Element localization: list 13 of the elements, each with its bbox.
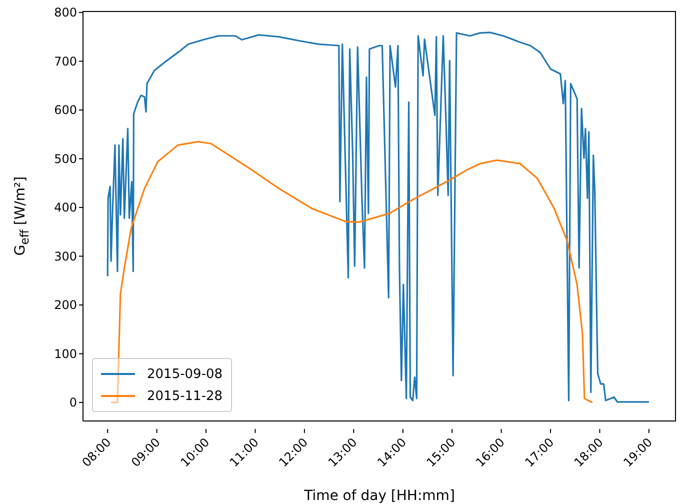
legend-label: 2015-11-28 — [147, 388, 223, 404]
y-tick-label: 200 — [54, 298, 77, 312]
y-tick-label: 700 — [54, 54, 77, 68]
y-tick-label: 400 — [54, 200, 77, 215]
y-tick-label: 800 — [54, 6, 77, 20]
y-tick-label: 0 — [69, 396, 77, 410]
y-tick-label: 300 — [54, 249, 77, 264]
line-series — [106, 32, 650, 403]
x-axis-title: Time of day [HH:mm] — [303, 488, 455, 504]
y-tick-label: 500 — [54, 152, 77, 166]
y-tick-label: 100 — [54, 346, 77, 361]
y-tick-label: 600 — [54, 103, 77, 118]
legend-label: 2015-09-08 — [147, 366, 223, 382]
